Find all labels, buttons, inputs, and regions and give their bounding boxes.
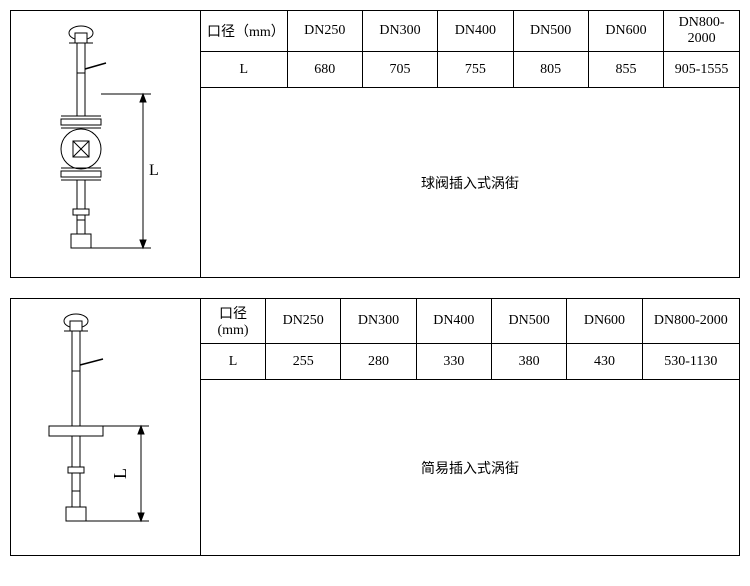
cell: 805 [513,52,588,88]
col-header: DN500 [491,299,566,344]
diagram-simple: L [11,299,201,555]
col-header: DN400 [438,11,513,52]
col-header: DN250 [287,11,362,52]
table-region-1: 口径（mm） DN250 DN300 DN400 DN500 DN600 DN8… [201,11,739,277]
cell: 255 [266,344,341,380]
cell: 380 [491,344,566,380]
cell: 755 [438,52,513,88]
col-header: DN800-2000 [642,299,739,344]
col-header: DN600 [567,299,642,344]
col-header: DN800-2000 [664,11,739,52]
col-header: DN600 [588,11,663,52]
section-simple-insert: L 口径 (mm) DN250 DN300 DN400 DN500 DN600 … [10,298,740,556]
section-ball-valve: L 口径（mm） DN250 DN300 DN400 DN500 DN600 D… [10,10,740,278]
cell: 905-1555 [664,52,739,88]
dim-label-L1: L [149,162,159,179]
spec-table-2: 口径 (mm) DN250 DN300 DN400 DN500 DN600 DN… [201,299,739,380]
caption-1: 球阀插入式涡街 [201,88,739,277]
cell: 855 [588,52,663,88]
diagram-ball-valve: L [11,11,201,277]
ball-valve-svg: L [21,19,191,269]
col-header: DN300 [341,299,416,344]
cell: 280 [341,344,416,380]
caption-2: 简易插入式涡街 [201,380,739,555]
cell: 705 [362,52,437,88]
cell: 530-1130 [642,344,739,380]
table-row: 口径（mm） DN250 DN300 DN400 DN500 DN600 DN8… [201,11,739,52]
cell: 680 [287,52,362,88]
table-row: L 255 280 330 380 430 530-1130 [201,344,739,380]
cell: 330 [416,344,491,380]
spec-table-1: 口径（mm） DN250 DN300 DN400 DN500 DN600 DN8… [201,11,739,88]
header-label: 口径（mm） [201,11,287,52]
col-header: DN250 [266,299,341,344]
table-row: L 680 705 755 805 855 905-1555 [201,52,739,88]
col-header: DN500 [513,11,588,52]
simple-insert-svg: L [21,307,191,547]
header-label: 口径 (mm) [201,299,266,344]
col-header: DN300 [362,11,437,52]
col-header: DN400 [416,299,491,344]
row-label: L [201,344,266,380]
row-label: L [201,52,287,88]
dim-label-L2: L [110,468,130,479]
table-region-2: 口径 (mm) DN250 DN300 DN400 DN500 DN600 DN… [201,299,739,555]
cell: 430 [567,344,642,380]
table-row: 口径 (mm) DN250 DN300 DN400 DN500 DN600 DN… [201,299,739,344]
